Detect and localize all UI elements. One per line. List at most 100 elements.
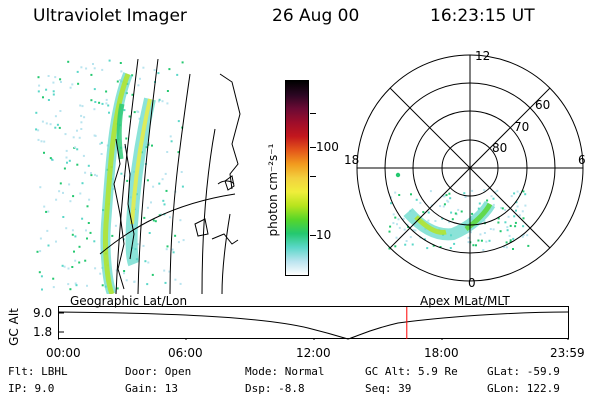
speckle-pixel: [448, 221, 451, 224]
speckle-pixel: [142, 244, 145, 247]
speckle-pixel: [496, 189, 499, 192]
speckle-pixel: [439, 246, 442, 248]
altitude-curve: [58, 311, 569, 340]
speckle-pixel: [123, 146, 126, 149]
speckle-pixel: [72, 195, 75, 198]
speckle-pixel: [404, 243, 407, 246]
speckle-pixel: [76, 70, 79, 73]
speckle-pixel: [522, 225, 525, 228]
gc-altitude-value: GC Alt: 5.9 Re: [365, 365, 458, 378]
speckle-pixel: [163, 203, 166, 206]
speckle-pixel: [76, 129, 78, 132]
speckle-pixel: [88, 198, 91, 201]
speckle-pixel: [120, 172, 123, 175]
speckle-pixel: [128, 115, 131, 118]
speckle-pixel: [146, 179, 149, 182]
speckle-pixel: [137, 84, 140, 87]
speckle-pixel: [39, 237, 42, 240]
lat-label-70: 70: [514, 120, 529, 134]
speckle-pixel: [467, 236, 470, 239]
mlt-label-0: 0: [468, 276, 476, 290]
speckle-pixel: [60, 81, 62, 83]
speckle-pixel: [86, 237, 88, 240]
speckle-pixel: [35, 128, 38, 131]
speckle-pixel: [515, 209, 517, 212]
speckle-pixel: [65, 149, 68, 152]
speckle-pixel: [488, 239, 491, 242]
speckle-pixel: [443, 203, 446, 206]
speckle-pixel: [521, 235, 524, 238]
speckle-pixel: [131, 74, 134, 77]
speckle-pixel: [504, 209, 507, 211]
speckle-pixel: [503, 245, 506, 248]
speckle-pixel: [37, 76, 40, 79]
geographic-auroral-oval: [100, 72, 156, 294]
speckle-pixel: [45, 210, 48, 213]
altitude-tick-low: 1.8: [33, 325, 53, 339]
speckle-pixel: [52, 90, 55, 93]
speckle-pixel: [143, 216, 146, 219]
speckle-pixel: [86, 284, 88, 287]
speckle-pixel: [434, 220, 437, 222]
colorbar-tick-mark: [310, 147, 316, 148]
speckle-pixel: [449, 247, 452, 249]
speckle-pixel: [395, 236, 398, 239]
time-tick-0000: 00:00: [46, 346, 81, 360]
speckle-pixel: [410, 193, 412, 196]
speckle-pixel: [457, 208, 460, 211]
speckle-pixel: [396, 223, 398, 226]
speckle-pixel: [483, 232, 486, 234]
speckle-pixel: [65, 156, 68, 159]
speckle-pixel: [43, 205, 46, 208]
speckle-pixel: [42, 96, 44, 99]
mlt-label-12: 12: [475, 49, 490, 63]
gain-value: Gain: 13: [125, 382, 178, 395]
time-tick-1200: 12:00: [296, 346, 331, 360]
speckle-pixel: [67, 283, 70, 286]
polar-auroral-oval: [395, 172, 496, 241]
speckle-pixel: [415, 198, 418, 201]
speckle-pixel: [164, 281, 167, 284]
speckle-pixel: [506, 226, 509, 229]
speckle-pixel: [471, 212, 474, 215]
speckle-pixel: [52, 286, 55, 289]
speckle-pixel: [150, 201, 152, 204]
speckle-pixel: [52, 93, 55, 96]
speckle-pixel: [516, 190, 519, 193]
speckle-pixel: [486, 199, 489, 202]
speckle-pixel: [114, 224, 117, 227]
speckle-pixel: [152, 219, 155, 222]
speckle-pixel: [181, 185, 184, 188]
speckle-pixel: [165, 248, 168, 251]
speckle-pixel: [406, 223, 409, 226]
speckle-pixel: [166, 245, 169, 248]
speckle-pixel: [62, 191, 64, 194]
lat-label-80: 80: [492, 141, 507, 155]
speckle-pixel: [54, 115, 57, 118]
speckle-pixel: [54, 126, 57, 129]
speckle-pixel: [445, 194, 448, 197]
speckle-pixel: [74, 282, 77, 285]
speckle-pixel: [123, 272, 125, 275]
speckle-pixel: [55, 240, 57, 243]
speckle-pixel: [174, 278, 177, 281]
speckle-pixel: [118, 79, 121, 82]
speckle-pixel: [492, 197, 495, 200]
speckle-pixel: [490, 195, 493, 198]
speckle-pixel: [66, 161, 68, 164]
speckle-pixel: [492, 203, 495, 206]
speckle-pixel: [497, 221, 500, 224]
speckle-pixel: [480, 239, 483, 242]
speckle-pixel: [38, 271, 41, 274]
geographic-map-image: [35, 58, 241, 294]
speckle-pixel: [422, 211, 425, 214]
speckle-pixel: [146, 283, 149, 286]
speckle-pixel: [157, 100, 160, 103]
speckle-pixel: [52, 81, 55, 84]
speckle-pixel: [478, 202, 481, 205]
speckle-pixel: [500, 206, 503, 209]
speckle-pixel: [89, 231, 92, 234]
speckle-pixel: [98, 101, 101, 104]
speckle-pixel: [84, 259, 87, 262]
speckle-pixel: [58, 190, 61, 193]
